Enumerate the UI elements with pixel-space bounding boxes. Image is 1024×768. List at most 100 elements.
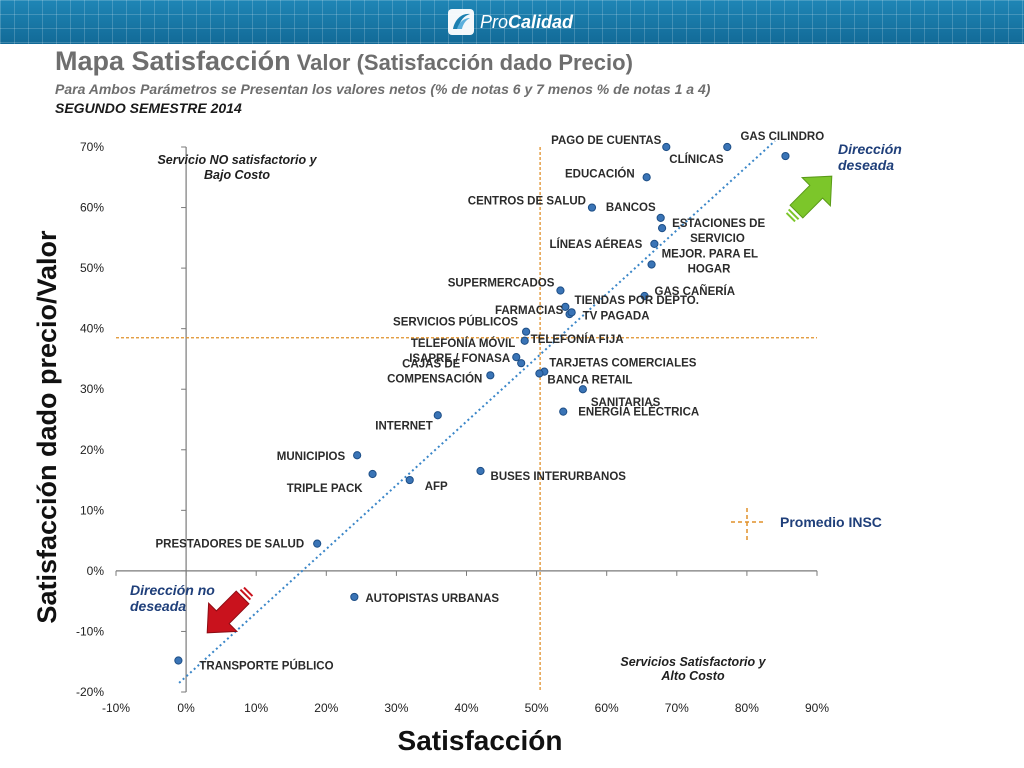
point-label: TELEFONÍA FIJA (531, 333, 624, 346)
x-tick-label: 80% (735, 701, 759, 715)
point-transporte-publico: TRANSPORTE PÚBLICO (174, 656, 334, 673)
point-label: PAGO DE CUENTAS (551, 135, 661, 147)
point-telefonia-fija: TELEFONÍA FIJA (520, 333, 624, 346)
reference-lines (116, 140, 817, 692)
x-tick-label: -10% (102, 701, 130, 715)
point-label: SUPERMERCADOS (448, 278, 555, 290)
point-label: TELEFONÍA MÓVIL (411, 337, 515, 350)
point-cajas-de-compensacion: CAJAS DE COMPENSACIÓN (387, 358, 495, 385)
point-marker (556, 286, 565, 295)
point-estaciones-de-servicio: ESTACIONES DE SERVICIO (657, 218, 765, 245)
x-tick-label: 90% (805, 701, 829, 715)
point-label: CLÍNICAS (669, 153, 724, 166)
point-label: TRANSPORTE PÚBLICO (199, 660, 333, 673)
point-label: TARJETAS COMERCIALES (549, 358, 696, 370)
point-marker (521, 327, 531, 336)
point-label: ENERGÍA ELÉCTRICA (578, 406, 699, 419)
y-tick-label: -20% (76, 685, 104, 699)
point-autopistas-urbanas: AUTOPISTAS URBANAS (350, 592, 499, 605)
point-farmacias: FARMACIAS (495, 302, 570, 317)
point-tv-pagada: TV PAGADA (567, 308, 650, 322)
logo-icon (448, 9, 474, 35)
point-label: LÍNEAS AÉREAS (549, 238, 642, 251)
x-tick-label: 0% (177, 701, 195, 715)
direction-undesired-line2: deseada (130, 598, 186, 614)
point-label: ISAPRE / FONASA (409, 353, 510, 365)
point-label: MEJOR. PARA EL (662, 248, 758, 260)
point-pago-de-cuentas: PAGO DE CUENTAS (551, 135, 671, 152)
point-label: CAJAS DE (402, 358, 460, 370)
page-title: Mapa Satisfacción Valor (Satisfacción da… (55, 46, 633, 77)
point-marker (656, 213, 665, 222)
point-label: EDUCACIÓN (565, 167, 635, 180)
quadrant-bottom-right-line2: Alto Costo (660, 669, 725, 683)
point-internet: INTERNET (375, 411, 442, 432)
point-marker (353, 451, 362, 460)
x-tick-label: 20% (314, 701, 338, 715)
page-subtitle: Para Ambos Parámetros se Presentan los v… (55, 81, 711, 97)
point-marker (476, 466, 485, 476)
point-energia-electrica: ENERGÍA ELÉCTRICA (559, 406, 699, 419)
y-tick-label: 70% (80, 140, 104, 154)
point-label: INTERNET (375, 420, 433, 432)
point-marker (640, 291, 649, 301)
point-label: SANITARIAS (591, 397, 661, 409)
direction-desired-line1: Dirección (838, 141, 902, 157)
point-supermercados: SUPERMERCADOS (448, 278, 565, 295)
point-marker (567, 308, 576, 317)
quadrant-top-left-line2: Bajo Costo (204, 168, 270, 182)
point-lineas-aereas: LÍNEAS AÉREAS (549, 238, 659, 251)
x-tick-label: 60% (595, 701, 619, 715)
point-label: HOGAR (688, 263, 732, 275)
point-servicios-publicos: SERVICIOS PÚBLICOS (393, 316, 531, 336)
point-marker (174, 656, 183, 665)
point-label: FARMACIAS (495, 305, 564, 317)
point-buses-interurbanos: BUSES INTERURBANOS (476, 466, 626, 483)
point-marker (405, 475, 414, 485)
point-tarjetas-comerciales: TARJETAS COMERCIALES (540, 358, 697, 376)
header-grid-pattern (0, 0, 1024, 44)
y-tick-label: 10% (80, 503, 104, 517)
point-label: TRIPLE PACK (287, 483, 364, 495)
x-tick-label: 10% (244, 701, 268, 715)
direction-undesired-line1: Dirección no (130, 582, 215, 598)
point-label: BANCOS (606, 202, 656, 214)
semester-label: SEGUNDO SEMESTRE 2014 (55, 100, 242, 116)
point-triple-pack: TRIPLE PACK (287, 469, 377, 495)
x-tick-label: 30% (384, 701, 408, 715)
point-banca-retail: BANCA RETAIL (535, 369, 632, 386)
point-marker (520, 336, 529, 345)
title-rest: Valor (Satisfacción dado Precio) (290, 50, 633, 75)
header-band: ProCalidad (0, 0, 1024, 44)
point-gas-caneria: GAS CAÑERÍA (640, 285, 735, 301)
legend: Promedio INSC (731, 508, 882, 541)
point-marker (657, 224, 667, 233)
point-marker (662, 142, 671, 152)
y-tick-label: 20% (80, 443, 104, 457)
point-mejor-para-el-hogar: MEJOR. PARA EL HOGAR (647, 248, 758, 275)
point-prestadores-de-salud: PRESTADORES DE SALUD (156, 539, 322, 551)
point-clinicas: CLÍNICAS (669, 142, 732, 166)
x-tick-label: 70% (665, 701, 689, 715)
point-marker (433, 411, 442, 420)
y-tick-label: -10% (76, 624, 104, 638)
point-label: COMPENSACIÓN (387, 372, 482, 385)
point-label: SERVICIOS PÚBLICOS (393, 316, 518, 329)
point-marker (368, 469, 377, 479)
point-label: AUTOPISTAS URBANAS (365, 593, 499, 605)
point-label: CENTROS DE SALUD (468, 196, 586, 208)
point-label: MUNICIPIOS (277, 451, 346, 463)
point-marker (313, 539, 322, 548)
title-main: Mapa Satisfacción (55, 46, 291, 76)
point-label: SERVICIO (690, 233, 745, 245)
logo-text-pro: Pro (480, 11, 509, 32)
y-tick-label: 0% (87, 564, 105, 578)
point-centros-de-salud: CENTROS DE SALUD (468, 196, 597, 212)
quadrant-bottom-right-line1: Servicios Satisfactorio y (620, 655, 766, 669)
point-marker (642, 173, 651, 182)
logo-text-calidad: Calidad (508, 11, 574, 32)
point-marker (578, 385, 587, 394)
quadrant-top-left-line1: Servicio NO satisfactorio y (157, 153, 317, 167)
point-marker (517, 359, 526, 368)
point-label: TV PAGADA (583, 310, 650, 322)
